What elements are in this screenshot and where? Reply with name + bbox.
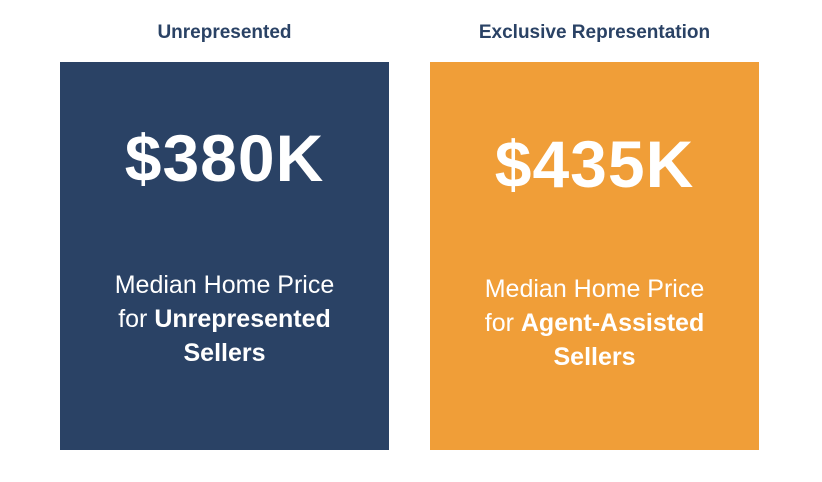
desc-bold: Unrepresented [154, 305, 331, 333]
panel-title: Unrepresented [157, 22, 292, 43]
desc-line: Median Home Price [114, 271, 335, 299]
price-card: $380K Median Home Price for Unrepresente… [60, 62, 389, 450]
desc-line: for Unrepresented [60, 302, 389, 336]
desc-line: Median Home Price [484, 275, 705, 303]
median-price-value: $435K [494, 127, 695, 201]
desc-bold: Sellers [553, 343, 636, 371]
price-description: Median Home Price for Unrepresented Sell… [60, 268, 389, 370]
desc-line: for Agent-Assisted [430, 306, 759, 340]
price-description: Median Home Price for Agent-Assisted Sel… [430, 272, 759, 374]
price-card: $435K Median Home Price for Agent-Assist… [430, 62, 759, 450]
desc-prefix: for [118, 305, 155, 333]
panel-exclusive-representation: Exclusive Representation $435K Median Ho… [430, 0, 759, 482]
desc-bold: Agent-Assisted [520, 309, 705, 337]
panel-title: Exclusive Representation [478, 22, 711, 43]
panel-unrepresented: Unrepresented $380K Median Home Price fo… [60, 0, 389, 482]
median-price-value: $380K [124, 121, 325, 195]
desc-prefix: for [484, 309, 521, 337]
desc-bold: Sellers [183, 339, 266, 367]
